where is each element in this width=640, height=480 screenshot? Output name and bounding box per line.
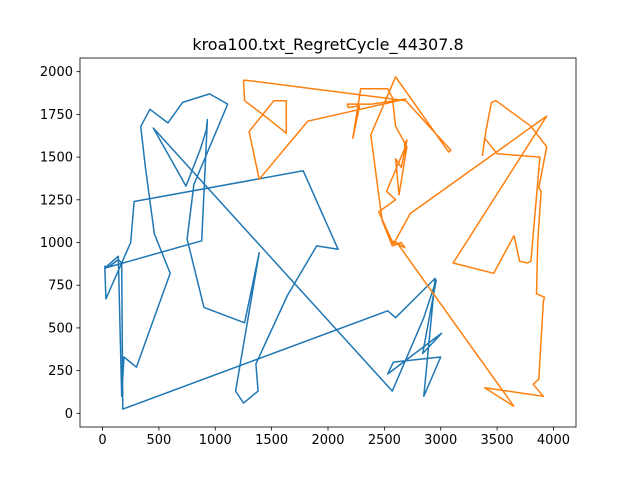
y-tick-label: 2000 — [40, 65, 73, 80]
x-tick-label: 0 — [98, 433, 106, 448]
series-line-1 — [104, 93, 443, 410]
x-tick-label: 2000 — [311, 433, 344, 448]
x-tick-label: 4000 — [537, 433, 570, 448]
y-tick-label: 1250 — [40, 193, 73, 208]
y-tick-label: 1500 — [40, 151, 73, 166]
series-line-2 — [242, 76, 548, 408]
chart-title: kroa100.txt_RegretCycle_44307.8 — [192, 35, 463, 55]
x-tick-label: 1000 — [199, 433, 232, 448]
y-tick-label: 500 — [48, 321, 73, 336]
y-tick-label: 1000 — [40, 236, 73, 251]
x-tick-label: 500 — [146, 433, 171, 448]
y-tick-label: 1750 — [40, 108, 73, 123]
y-tick-label: 750 — [48, 279, 73, 294]
x-tick-label: 3500 — [481, 433, 514, 448]
y-tick-label: 0 — [65, 407, 73, 422]
x-tick-label: 3000 — [424, 433, 457, 448]
series-layer — [104, 76, 548, 410]
x-tick-label: 2500 — [368, 433, 401, 448]
x-tick-label: 1500 — [255, 433, 288, 448]
axes-layer: 0 500 1000 1500 2000 2500 3000 3500 4000 0 250 500 7… — [40, 57, 577, 448]
y-tick-label: 250 — [48, 364, 73, 379]
